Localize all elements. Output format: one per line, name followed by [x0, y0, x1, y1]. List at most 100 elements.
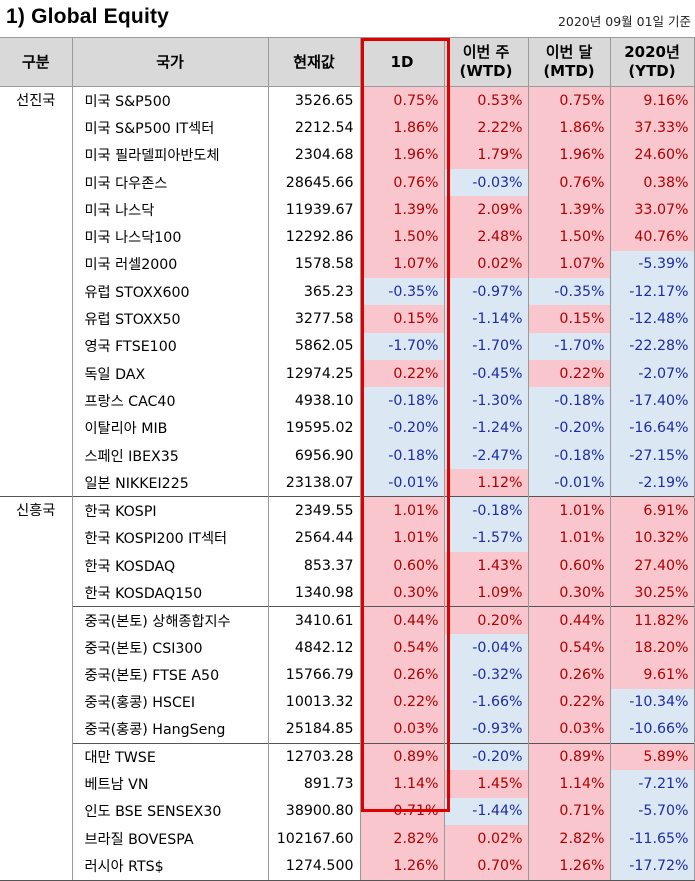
ytd-cell: 9.61%	[609, 661, 695, 689]
header-ytd: 2020년 (YTD)	[609, 37, 695, 87]
as-of-date: 2020년 09월 01일 기준	[557, 14, 691, 29]
group-cell	[0, 770, 73, 798]
mtd-cell: 0.30%	[527, 579, 611, 607]
table-row: 미국 S&P500 IT섹터 2212.54 1.86% 2.22% 1.86% 37.3…	[0, 114, 695, 142]
group-cell	[0, 579, 73, 607]
table-row: 중국(홍콩) HSCEI 10013.32 0.22% -1.66% 0.22% -10.…	[0, 688, 695, 716]
group-cell	[0, 633, 73, 662]
wtd-cell: 1.09%	[443, 579, 529, 607]
table-row: 인도 BSE SENSEX30 38900.80 0.71% -1.44% 0.71% -…	[0, 797, 695, 826]
price-cell: 19595.02	[267, 414, 361, 442]
ytd-cell: -5.70%	[609, 797, 695, 826]
mtd-cell: -0.18%	[527, 441, 611, 470]
ytd-cell: 37.33%	[609, 114, 695, 142]
d1-cell: 1.07%	[359, 250, 445, 279]
country-cell: 미국 나스닥	[71, 196, 269, 224]
mtd-cell: 0.15%	[527, 305, 611, 333]
price-cell: 1578.58	[267, 250, 361, 279]
ytd-cell: -27.15%	[609, 441, 695, 470]
table-row: 유럽 STOXX50 3277.58 0.15% -1.14% 0.15% -12.48%	[0, 305, 695, 333]
d1-cell: -0.20%	[359, 414, 445, 442]
group-cell	[0, 278, 73, 306]
price-cell: 11939.67	[267, 196, 361, 224]
country-cell: 중국(본토) CSI300	[71, 633, 269, 662]
ytd-cell: 5.89%	[609, 742, 695, 771]
wtd-cell: -0.03%	[443, 168, 529, 197]
price-cell: 12974.25	[267, 359, 361, 388]
group-cell	[0, 359, 73, 388]
group-cell	[0, 414, 73, 442]
d1-cell: 0.30%	[359, 579, 445, 607]
price-cell: 2349.55	[267, 496, 361, 525]
header-row: 구분 국가 현재값 1D 이번 주 (WTD) 이번 달 (MTD) 2020년 (Y…	[0, 37, 695, 87]
price-cell: 2212.54	[267, 114, 361, 142]
table-row: 한국 KOSPI200 IT섹터 2564.44 1.01% -1.57% 1.01% 1…	[0, 524, 695, 553]
wtd-cell: -0.97%	[443, 278, 529, 306]
country-cell: 중국(홍콩) HSCEI	[71, 688, 269, 716]
price-cell: 38900.80	[267, 797, 361, 826]
group-cell	[0, 332, 73, 360]
wtd-cell: -0.45%	[443, 359, 529, 388]
country-cell: 일본 NIKKEI225	[71, 469, 269, 497]
wtd-cell: -1.70%	[443, 332, 529, 360]
mtd-cell: 2.82%	[527, 825, 611, 853]
table-row: 일본 NIKKEI225 23138.07 -0.01% 1.12% -0.01% -2.…	[0, 469, 695, 497]
ytd-cell: 11.82%	[609, 606, 695, 634]
price-cell: 4938.10	[267, 387, 361, 415]
group-cell	[0, 141, 73, 169]
wtd-cell: 0.02%	[443, 825, 529, 853]
mtd-cell: 1.96%	[527, 141, 611, 169]
country-cell: 유럽 STOXX600	[71, 278, 269, 306]
ytd-cell: -7.21%	[609, 770, 695, 798]
table-row: 중국(본토) CSI300 4842.12 0.54% -0.04% 0.54% 18.2…	[0, 633, 695, 662]
wtd-cell: 2.09%	[443, 196, 529, 224]
table-row: 영국 FTSE100 5862.05 -1.70% -1.70% -1.70% -22.2…	[0, 332, 695, 360]
table-row: 유럽 STOXX600 365.23 -0.35% -0.97% -0.35% -12.1…	[0, 278, 695, 306]
table-row: 미국 다우존스 28645.66 0.76% -0.03% 0.76% 0.38%	[0, 168, 695, 197]
mtd-cell: 1.14%	[527, 770, 611, 798]
table-row: 한국 KOSDAQ 853.37 0.60% 1.43% 0.60% 27.40%	[0, 552, 695, 580]
mtd-cell: -0.01%	[527, 469, 611, 497]
wtd-cell: 1.43%	[443, 552, 529, 580]
country-cell: 미국 다우존스	[71, 168, 269, 197]
header-group: 구분	[0, 37, 73, 87]
wtd-cell: 1.12%	[443, 469, 529, 497]
wtd-cell: -1.57%	[443, 524, 529, 553]
d1-cell: 1.14%	[359, 770, 445, 798]
group-cell	[0, 114, 73, 142]
country-cell: 독일 DAX	[71, 359, 269, 388]
country-cell: 미국 S&P500 IT섹터	[71, 114, 269, 142]
table-row: 미국 나스닥100 12292.86 1.50% 2.48% 1.50% 40.76%	[0, 223, 695, 251]
group-cell: 신흥국	[0, 496, 73, 525]
ytd-cell: -12.48%	[609, 305, 695, 333]
country-cell: 미국 나스닥100	[71, 223, 269, 251]
group-cell	[0, 715, 73, 744]
price-cell: 1340.98	[267, 579, 361, 607]
country-cell: 영국 FTSE100	[71, 332, 269, 360]
price-cell: 15766.79	[267, 661, 361, 689]
table-row: 한국 KOSDAQ150 1340.98 0.30% 1.09% 0.30% 30.25%	[0, 579, 695, 607]
ytd-cell: 24.60%	[609, 141, 695, 169]
d1-cell: 1.01%	[359, 524, 445, 553]
table-row: 미국 러셀2000 1578.58 1.07% 0.02% 1.07% -5.39%	[0, 250, 695, 279]
group-cell: 선진국	[0, 86, 73, 115]
d1-cell: 1.50%	[359, 223, 445, 251]
d1-cell: 0.54%	[359, 633, 445, 662]
country-cell: 중국(본토) FTSE A50	[71, 661, 269, 689]
d1-cell: 0.22%	[359, 688, 445, 716]
ytd-cell: 40.76%	[609, 223, 695, 251]
table-row: 미국 나스닥 11939.67 1.39% 2.09% 1.39% 33.07%	[0, 196, 695, 224]
ytd-cell: -17.40%	[609, 387, 695, 415]
mtd-cell: -1.70%	[527, 332, 611, 360]
page-title: 1) Global Equity	[6, 5, 170, 28]
price-cell: 12292.86	[267, 223, 361, 251]
mtd-cell: 1.01%	[527, 496, 611, 525]
country-cell: 미국 러셀2000	[71, 250, 269, 279]
wtd-cell: 1.79%	[443, 141, 529, 169]
d1-cell: 0.15%	[359, 305, 445, 333]
wtd-cell: -0.04%	[443, 633, 529, 662]
group-cell	[0, 305, 73, 333]
mtd-cell: -0.35%	[527, 278, 611, 306]
country-cell: 러시아 RTS$	[71, 852, 269, 881]
d1-cell: 1.39%	[359, 196, 445, 224]
